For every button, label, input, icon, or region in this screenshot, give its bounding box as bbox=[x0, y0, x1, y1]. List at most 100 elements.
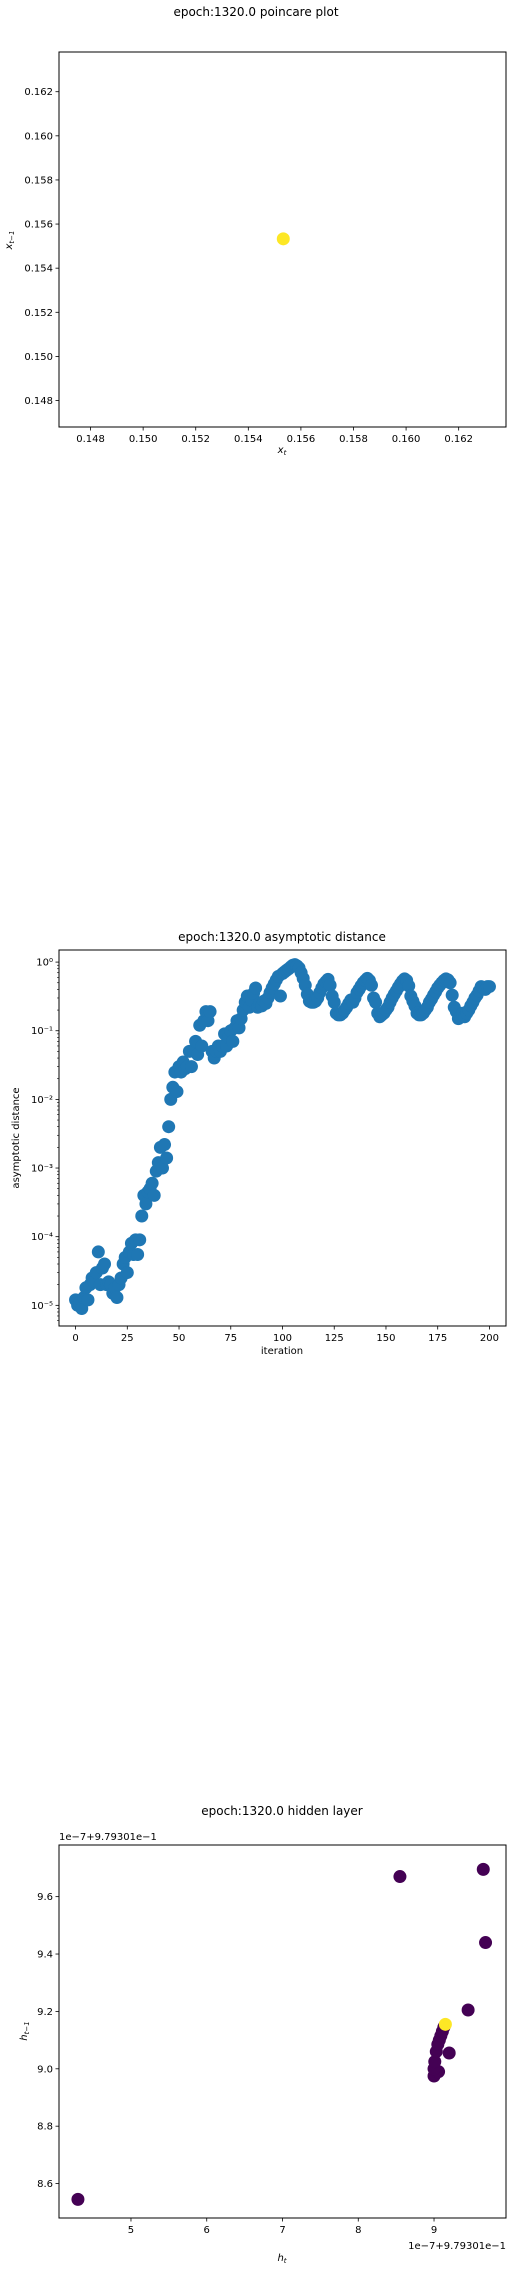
x-tick-label: 200 bbox=[480, 1333, 499, 1344]
data-point bbox=[393, 1870, 407, 1884]
x-axis-ticks: 0.148 0.150 0.152 0.154 0.156 0.158 0.160 0.162 bbox=[76, 427, 473, 445]
y-tick-label: 8.6 bbox=[37, 2179, 53, 2190]
data-point bbox=[162, 1120, 176, 1134]
data-point bbox=[369, 995, 383, 1009]
data-point bbox=[323, 978, 337, 992]
data-point bbox=[131, 1248, 145, 1262]
data-point bbox=[461, 2003, 475, 2017]
data-point bbox=[158, 1138, 172, 1152]
y-tick-label: 0.160 bbox=[24, 131, 53, 142]
y-tick-label: 9.6 bbox=[37, 1892, 53, 1903]
data-point bbox=[91, 1245, 105, 1259]
data-point bbox=[110, 1291, 124, 1305]
plot-area bbox=[58, 1844, 507, 2219]
data-point bbox=[402, 979, 416, 993]
y-axis-label: asymptotic distance bbox=[11, 1087, 22, 1188]
data-point bbox=[438, 2017, 452, 2031]
y-tick-label: 0.154 bbox=[24, 264, 53, 275]
data-point bbox=[364, 978, 378, 992]
x-tick-label: 0.158 bbox=[339, 434, 368, 445]
x-tick-label: 175 bbox=[428, 1333, 447, 1344]
y-tick-label: 10⁻² bbox=[31, 1095, 53, 1106]
y-axis-label: ht−1 bbox=[19, 2021, 31, 2040]
x-tick-label: 5 bbox=[128, 2225, 134, 2236]
x-tick-label: 0.162 bbox=[444, 434, 473, 445]
x-tick-label: 0.154 bbox=[234, 434, 263, 445]
data-points bbox=[69, 958, 496, 1315]
data-point bbox=[249, 981, 263, 995]
y-tick-label: 9.2 bbox=[37, 2007, 53, 2018]
y-axis-ticks: 0.148 0.150 0.152 0.154 0.156 0.158 0.160 0.162 bbox=[24, 87, 59, 407]
data-point bbox=[135, 1209, 149, 1223]
chart-title: epoch:1320.0 poincare plot bbox=[173, 5, 338, 19]
data-point bbox=[170, 1085, 184, 1099]
data-point bbox=[476, 1862, 490, 1876]
data-point bbox=[226, 1034, 240, 1048]
x-tick-label: 0.148 bbox=[76, 434, 105, 445]
data-point bbox=[98, 1257, 112, 1271]
poincare-plot-chart: epoch:1320.0 poincare plot 0.148 0.150 0.1… bbox=[4, 5, 507, 457]
data-point bbox=[276, 232, 290, 246]
y-tick-label: 0.162 bbox=[24, 87, 53, 98]
asymptotic-distance-chart: epoch:1320.0 asymptotic distance 0 25 50 75… bbox=[11, 930, 507, 1357]
y-tick-label: 9.4 bbox=[37, 1950, 53, 1961]
x-axis-label: iteration bbox=[261, 1346, 303, 1357]
y-tick-label: 0.150 bbox=[24, 352, 53, 363]
data-points bbox=[71, 1862, 493, 2206]
y-tick-label: 10⁻⁵ bbox=[31, 1301, 53, 1312]
y-axis-ticks: 8.6 8.8 9.0 9.2 9.4 9.6 bbox=[37, 1892, 59, 2190]
x-axis-label: ht bbox=[277, 2253, 286, 2265]
y-tick-label: 8.8 bbox=[37, 2122, 53, 2133]
y-tick-label: 10⁻¹ bbox=[31, 1026, 53, 1037]
x-axis-ticks: 0 25 50 75 100 125 150 175 200 bbox=[72, 1326, 499, 1344]
x-tick-label: 7 bbox=[279, 2225, 285, 2236]
x-offset-label: 1e−7+9.79301e−1 bbox=[408, 2241, 506, 2252]
x-tick-label: 0.156 bbox=[287, 434, 316, 445]
y-tick-label: 0.156 bbox=[24, 220, 53, 231]
data-point bbox=[139, 1197, 153, 1211]
data-point bbox=[428, 2055, 442, 2069]
data-point bbox=[120, 1266, 134, 1280]
data-point bbox=[482, 980, 496, 994]
x-tick-label: 0.150 bbox=[129, 434, 158, 445]
y-tick-label: 0.152 bbox=[24, 308, 53, 319]
data-point bbox=[203, 1005, 217, 1019]
chart-title: epoch:1320.0 hidden layer bbox=[201, 1804, 363, 1818]
x-tick-label: 125 bbox=[325, 1333, 344, 1344]
x-axis-label: xt bbox=[277, 445, 287, 457]
y-tick-label: 10⁻⁴ bbox=[31, 1232, 53, 1243]
x-tick-label: 100 bbox=[273, 1333, 292, 1344]
x-tick-label: 0.152 bbox=[181, 434, 210, 445]
x-tick-label: 25 bbox=[121, 1333, 134, 1344]
data-point bbox=[445, 988, 459, 1002]
x-tick-label: 150 bbox=[376, 1333, 395, 1344]
data-point bbox=[327, 995, 341, 1009]
data-point bbox=[71, 2192, 85, 2206]
y-tick-label: 10⁰ bbox=[36, 958, 53, 969]
data-point bbox=[195, 1039, 209, 1053]
data-point bbox=[133, 1233, 147, 1247]
hidden-layer-chart: epoch:1320.0 hidden layer 1e−7+9.79301e−… bbox=[19, 1804, 507, 2265]
y-offset-label: 1e−7+9.79301e−1 bbox=[59, 1832, 157, 1843]
chart-title: epoch:1320.0 asymptotic distance bbox=[178, 930, 386, 944]
x-tick-label: 8 bbox=[355, 2225, 361, 2236]
y-axis-label: xt−1 bbox=[4, 231, 16, 251]
data-point bbox=[443, 976, 457, 990]
x-tick-label: 6 bbox=[204, 2225, 210, 2236]
data-points bbox=[276, 232, 290, 246]
data-point bbox=[184, 1060, 198, 1074]
x-tick-label: 50 bbox=[173, 1333, 186, 1344]
y-tick-label: 10⁻³ bbox=[31, 1164, 53, 1175]
y-tick-label: 0.148 bbox=[24, 396, 53, 407]
data-point bbox=[160, 1151, 174, 1165]
x-tick-label: 0.160 bbox=[392, 434, 421, 445]
data-point bbox=[147, 1188, 161, 1202]
y-axis-ticks: 10⁻⁵ 10⁻⁴ 10⁻³ 10⁻² 10⁻¹ 10⁰ bbox=[31, 958, 59, 1321]
x-tick-label: 9 bbox=[431, 2225, 437, 2236]
data-point bbox=[81, 1293, 95, 1307]
data-point bbox=[145, 1176, 159, 1190]
x-axis-ticks: 5 6 7 8 9 bbox=[128, 2218, 437, 2236]
data-point bbox=[273, 989, 287, 1003]
data-point bbox=[155, 1161, 169, 1175]
